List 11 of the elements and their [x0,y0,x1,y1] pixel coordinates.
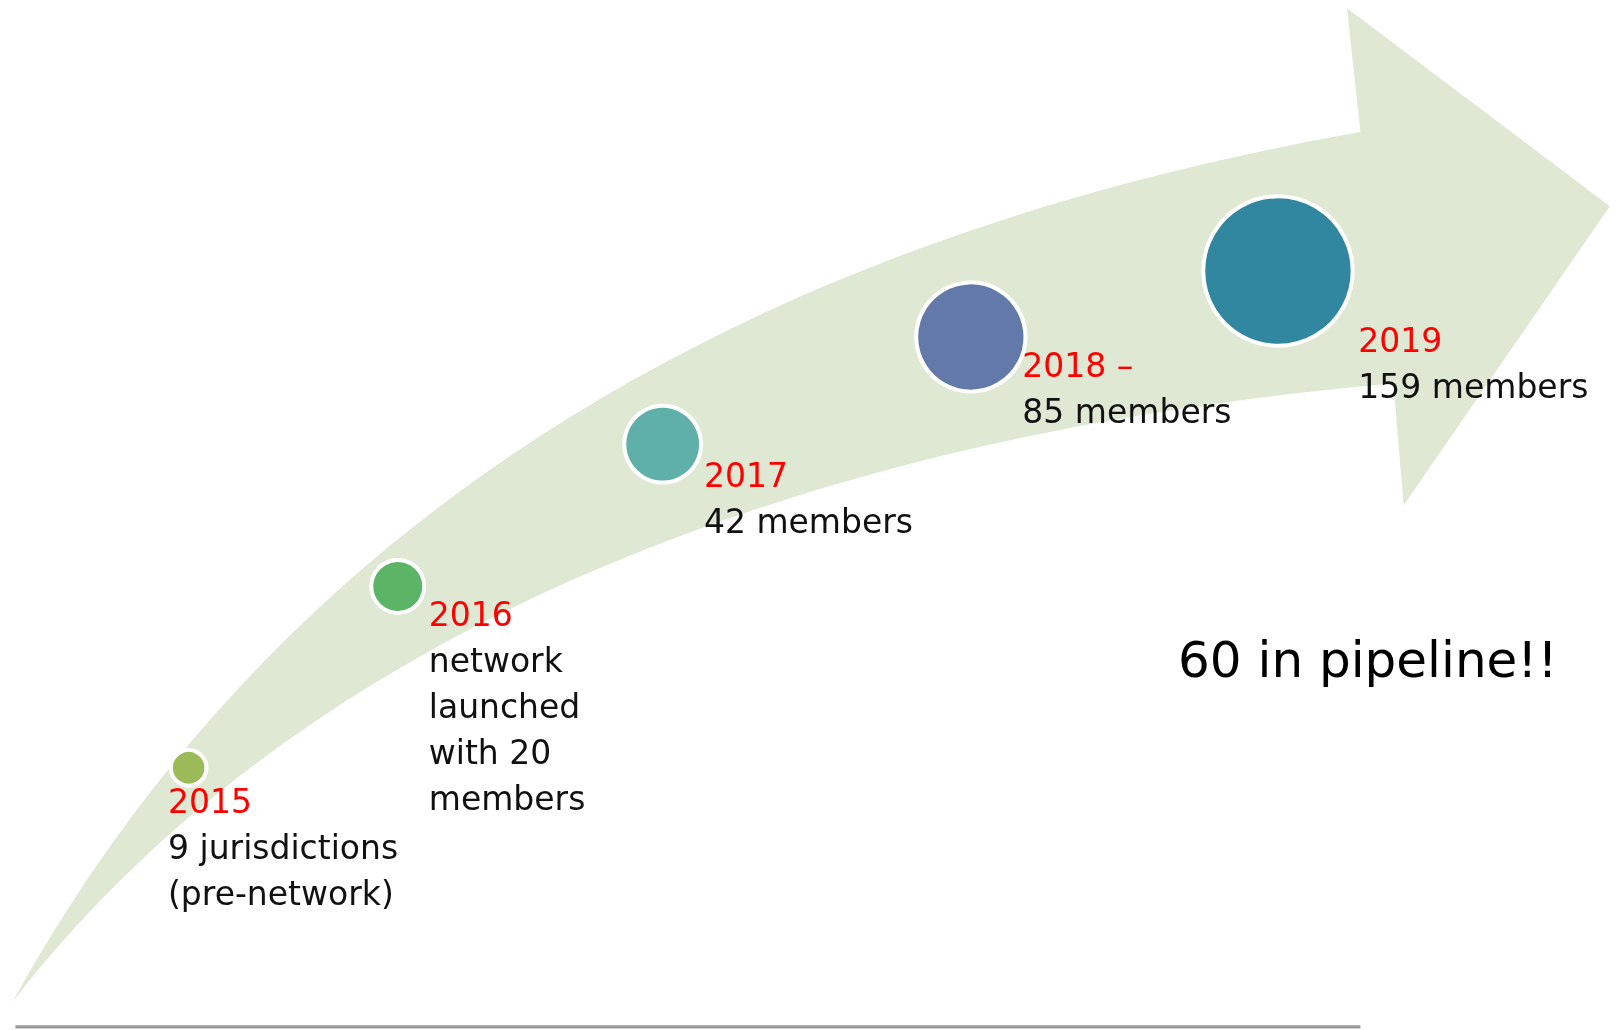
text: 60 in pipeline!! [1178,631,1558,689]
category-label: 2018 – [1022,345,1134,385]
category-label: 2016 [428,595,513,635]
data-label: 9 jurisdictions (pre-network) [167,827,399,913]
data-label: 159 members [1358,366,1589,406]
data-label: network launched with 20 members [428,641,586,819]
data-label: 42 members [703,501,913,541]
category-label: 2015 [167,781,252,821]
data-label: 85 members [1022,391,1232,431]
category-label: 2019 [1358,320,1443,360]
category-label: 2017 [703,455,788,495]
